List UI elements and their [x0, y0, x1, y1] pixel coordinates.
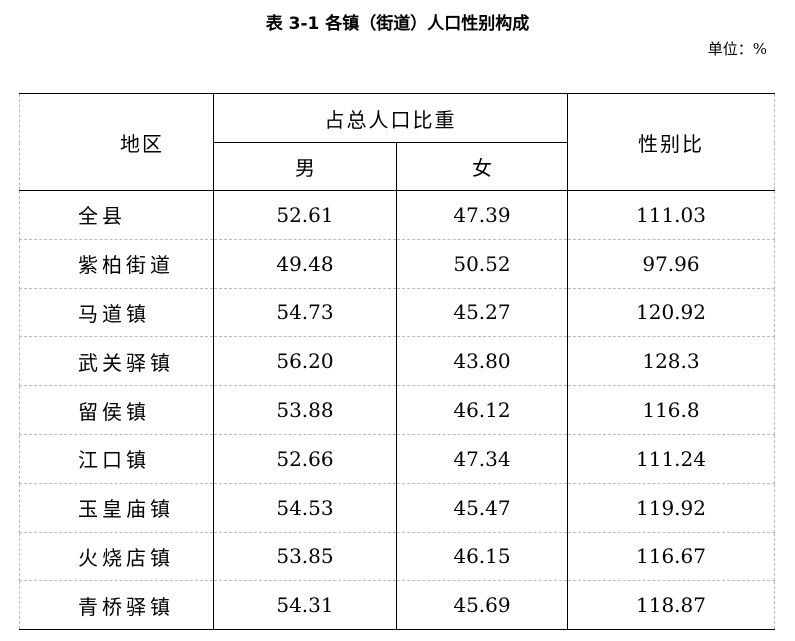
table-row: 紫柏街道 49.48 50.52 97.96 [19, 238, 775, 289]
cell-male: 54.73 [213, 287, 397, 338]
header-share: 占总人口比重 [213, 93, 568, 143]
table-row: 全县 52.61 47.39 111.03 [19, 190, 775, 240]
cell-ratio: 97.96 [567, 238, 775, 289]
cell-male: 56.20 [213, 336, 397, 387]
cell-female: 47.39 [396, 190, 568, 240]
cell-female: 46.15 [396, 531, 568, 582]
cell-female: 45.69 [396, 580, 568, 631]
cell-male: 54.31 [213, 580, 397, 631]
table-row: 玉皇庙镇 54.53 45.47 119.92 [19, 482, 775, 533]
cell-ratio: 118.87 [567, 580, 775, 631]
cell-ratio: 119.92 [567, 482, 775, 533]
table-row: 武关驿镇 56.20 43.80 128.3 [19, 336, 775, 387]
cell-female: 45.27 [396, 287, 568, 338]
cell-ratio: 111.03 [567, 190, 775, 240]
cell-male: 52.66 [213, 433, 397, 484]
cell-region: 紫柏街道 [19, 238, 214, 289]
cell-female: 45.47 [396, 482, 568, 533]
table-row: 马道镇 54.73 45.27 120.92 [19, 287, 775, 338]
cell-region: 江口镇 [19, 433, 214, 484]
header-region: 地区 [19, 93, 214, 191]
header-female: 女 [396, 142, 568, 191]
cell-region: 青桥驿镇 [19, 580, 214, 631]
cell-region: 武关驿镇 [19, 336, 214, 387]
cell-region: 留侯镇 [19, 385, 214, 435]
cell-ratio: 116.67 [567, 531, 775, 582]
table-row: 火烧店镇 53.85 46.15 116.67 [19, 531, 775, 582]
table-row: 江口镇 52.66 47.34 111.24 [19, 433, 775, 484]
cell-ratio: 116.8 [567, 385, 775, 435]
cell-ratio: 111.24 [567, 433, 775, 484]
cell-region: 全县 [19, 190, 214, 240]
header-male: 男 [213, 142, 397, 191]
cell-male: 52.61 [213, 190, 397, 240]
cell-ratio: 120.92 [567, 287, 775, 338]
cell-male: 53.85 [213, 531, 397, 582]
cell-region: 火烧店镇 [19, 531, 214, 582]
cell-male: 53.88 [213, 385, 397, 435]
unit-label: 单位：% [707, 40, 767, 58]
cell-female: 43.80 [396, 336, 568, 387]
table-row: 青桥驿镇 54.31 45.69 118.87 [19, 580, 775, 631]
cell-male: 49.48 [213, 238, 397, 289]
cell-female: 50.52 [396, 238, 568, 289]
cell-ratio: 128.3 [567, 336, 775, 387]
cell-female: 46.12 [396, 385, 568, 435]
cell-male: 54.53 [213, 482, 397, 533]
table-row: 留侯镇 53.88 46.12 116.8 [19, 385, 775, 435]
population-sex-table: 地区 占总人口比重 性别比 男 女 全县 52.61 47.39 111.03 紫柏街道… [19, 93, 775, 631]
cell-region: 马道镇 [19, 287, 214, 338]
cell-region: 玉皇庙镇 [19, 482, 214, 533]
header-ratio: 性别比 [567, 93, 775, 191]
cell-female: 47.34 [396, 433, 568, 484]
table-title: 表 3-1 各镇（街道）人口性别构成 [265, 14, 530, 34]
